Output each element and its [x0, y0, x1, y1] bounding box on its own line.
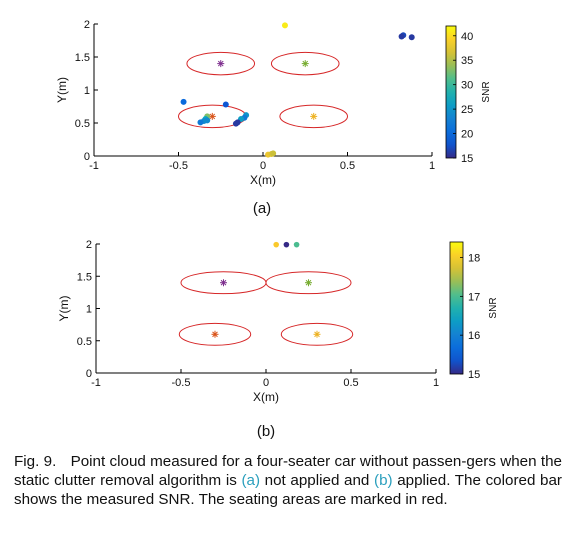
colorbar-tick-label: 15: [461, 153, 473, 165]
figure-caption: Fig. 9. Point cloud measured for a four-…: [14, 452, 562, 509]
point-cloud-point: [398, 33, 405, 40]
colorbar-label: SNR: [481, 81, 492, 102]
caption-fig-label: Fig. 9.: [14, 453, 57, 470]
point-cloud-point: [222, 101, 229, 108]
x-axis-label: X(m): [250, 173, 276, 187]
point-cloud-point: [180, 98, 187, 105]
y-tick-label: 0: [86, 368, 92, 380]
x-tick-label: -0.5: [172, 377, 191, 389]
x-tick-label: -1: [91, 377, 101, 389]
colorbar: [445, 25, 457, 159]
x-tick-label: 0: [263, 377, 269, 389]
scatter-plot-a: -1 -0.5 0 0.5 1 0 0.5 1 1.5 2 X(m) Y(m) 15 20 25 30 35 40…: [55, 19, 492, 187]
colorbar-tick-label: 15: [468, 369, 480, 381]
seat-area-ellipse: [178, 322, 252, 346]
colorbar-tick-label: 40: [461, 31, 473, 43]
caption-text-1: Point cloud measured for a four-seater c…: [14, 453, 562, 489]
seat-center-marker: [313, 330, 321, 338]
x-tick-label: 1: [429, 160, 435, 172]
y-tick-label: 1.5: [77, 271, 92, 283]
seat-center-marker: [217, 60, 225, 68]
seat-center-marker: [220, 279, 227, 287]
seat-center-marker: [301, 60, 309, 68]
point-cloud-point: [197, 119, 204, 126]
seat-area-ellipse: [279, 104, 349, 129]
y-axis-label: Y(m): [55, 77, 69, 103]
y-tick-label: 0.5: [77, 336, 92, 348]
y-tick-label: 1: [84, 85, 90, 97]
point-cloud-point: [283, 241, 290, 248]
colorbar-tick-label: 18: [468, 253, 480, 265]
x-tick-label: -0.5: [169, 160, 188, 172]
colorbar-tick-label: 25: [461, 104, 473, 116]
x-axis-label: X(m): [253, 390, 279, 404]
y-tick-label: 1.5: [75, 52, 90, 64]
colorbar: [449, 241, 464, 375]
scatter-plot-b: -1 -0.5 0 0.5 1 0 0.5 1 1.5 2 X(m) Y(m) 15 16 17 18 SNR: [57, 239, 499, 404]
y-axis-label: Y(m): [57, 296, 71, 322]
subfigure-label-a: (a): [252, 200, 272, 217]
colorbar-tick-label: 16: [468, 330, 480, 342]
y-tick-label: 2: [86, 239, 92, 251]
caption-ref-b[interactable]: (b): [374, 472, 393, 489]
x-tick-label: 0: [260, 160, 266, 172]
colorbar-tick-label: 17: [468, 291, 480, 303]
x-tick-label: -1: [89, 160, 99, 172]
x-tick-label: 0.5: [343, 377, 358, 389]
y-tick-label: 2: [84, 19, 90, 31]
y-tick-label: 0: [84, 151, 90, 163]
caption-ref-a[interactable]: (a): [241, 472, 261, 489]
point-cloud-point: [281, 22, 288, 29]
seat-center-marker: [211, 330, 219, 338]
colorbar-tick-label: 20: [461, 129, 473, 141]
point-cloud-point: [293, 241, 300, 248]
point-cloud-point: [273, 241, 280, 248]
seat-area-ellipse: [265, 271, 352, 295]
point-cloud-point: [408, 34, 415, 41]
y-tick-label: 0.5: [75, 118, 90, 130]
seat-area-ellipse: [280, 322, 354, 346]
x-tick-label: 0.5: [340, 160, 355, 172]
y-tick-label: 1: [86, 304, 92, 316]
point-cloud-point: [232, 120, 239, 127]
colorbar-label: SNR: [488, 297, 499, 318]
subfigure-label-b: (b): [256, 423, 276, 440]
seat-area-ellipse: [186, 51, 256, 76]
point-cloud-point: [270, 150, 277, 157]
seat-area-ellipse: [270, 51, 340, 76]
colorbar-tick-label: 35: [461, 55, 473, 67]
x-tick-label: 1: [433, 377, 439, 389]
caption-text-2: not applied and: [260, 472, 375, 489]
seat-center-marker: [310, 112, 318, 120]
colorbar-tick-label: 30: [461, 80, 473, 92]
caption-text-3: applied. The colored bar shows the measu…: [14, 472, 562, 508]
seat-center-marker: [305, 279, 312, 287]
